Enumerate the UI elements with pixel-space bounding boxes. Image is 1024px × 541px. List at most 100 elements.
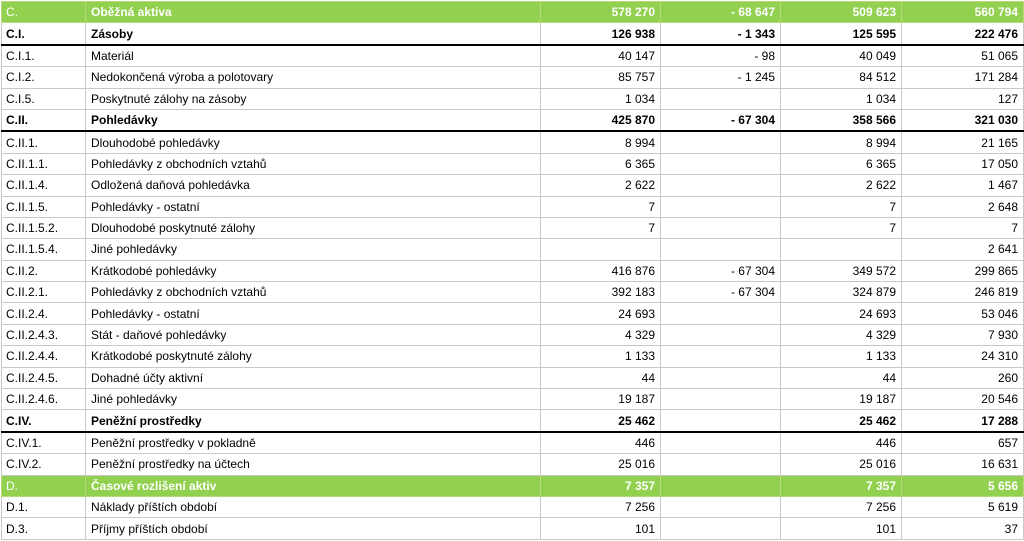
- table-row: C.II.2.4.4. Krátkodobé poskytnuté zálohy 1…: [1, 345, 1024, 368]
- table-row: C.II.2.4. Pohledávky - ostatní 24 693 24 69…: [1, 302, 1024, 325]
- value-cell-3: 446: [780, 431, 902, 455]
- value-cell-4: 171 284: [901, 66, 1024, 89]
- table-row: C.II.2.4.5. Dohadné účty aktivní 44 44 260: [1, 366, 1024, 390]
- value-cell-2: [660, 87, 781, 110]
- value-cell-2: [660, 345, 781, 368]
- value-cell-1: 416 876: [540, 259, 661, 283]
- value-cell-4: 1 467: [901, 174, 1024, 197]
- value-cell-1: 19 187: [540, 388, 661, 411]
- value-cell-1: 7: [540, 195, 661, 218]
- code-cell: C.II.1.: [1, 130, 86, 154]
- value-cell-3: 6 365: [780, 152, 902, 176]
- table-row: C.II.1.4. Odložená daňová pohledávka 2 622…: [1, 174, 1024, 197]
- value-cell-1: 425 870: [540, 108, 661, 133]
- name-cell: Pohledávky z obchodních vztahů: [85, 152, 541, 176]
- table-row: C.IV.1. Peněžní prostředky v pokladně 446 4…: [1, 431, 1024, 455]
- value-cell-4: 16 631: [901, 453, 1024, 476]
- table-row: C.II.1.5.2. Dlouhodobé poskytnuté zálohy 7…: [1, 216, 1024, 240]
- table-row: D.1. Náklady příštích období 7 256 7 256 5 6…: [1, 495, 1024, 519]
- value-cell-4: 20 546: [901, 388, 1024, 411]
- name-cell: Příjmy příštích období: [85, 517, 541, 540]
- value-cell-3: 349 572: [780, 259, 902, 283]
- value-cell-1: 85 757: [540, 66, 661, 89]
- name-cell: Krátkodobé pohledávky: [85, 259, 541, 283]
- name-cell: Pohledávky: [85, 108, 541, 133]
- code-cell: D.3.: [1, 517, 86, 540]
- value-cell-3: 4 329: [780, 323, 902, 347]
- value-cell-3: 19 187: [780, 388, 902, 411]
- value-cell-4: 5 619: [901, 495, 1024, 519]
- value-cell-1: 25 462: [540, 409, 661, 433]
- value-cell-2: [660, 366, 781, 390]
- value-cell-1: 6 365: [540, 152, 661, 176]
- value-cell-2: [660, 453, 781, 476]
- code-cell: C.II.2.: [1, 259, 86, 283]
- value-cell-2: - 67 304: [660, 108, 781, 133]
- name-cell: Zásoby: [85, 22, 541, 46]
- name-cell: Jiné pohledávky: [85, 238, 541, 261]
- table-row: C.II.2.1. Pohledávky z obchodních vztahů 3…: [1, 281, 1024, 304]
- value-cell-2: - 67 304: [660, 281, 781, 304]
- name-cell: Oběžná aktiva: [85, 0, 541, 24]
- value-cell-4: 7: [901, 216, 1024, 240]
- value-cell-4: 2 641: [901, 238, 1024, 261]
- table-row: C.II. Pohledávky 425 870- 67 304 358 566 321…: [1, 108, 1024, 133]
- table-row: C.II.2. Krátkodobé pohledávky 416 876- 67 …: [1, 259, 1024, 283]
- table-row: C.I.1. Materiál 40 147- 98 40 049 51 065: [1, 44, 1024, 68]
- table-row: C.II.2.4.3. Stát - daňové pohledávky 4 329…: [1, 323, 1024, 347]
- value-cell-3: 1 034: [780, 87, 902, 110]
- value-cell-2: - 67 304: [660, 259, 781, 283]
- value-cell-1: 101: [540, 517, 661, 540]
- table-row: C.II.1.5.4. Jiné pohledávky 2 641: [1, 238, 1024, 261]
- value-cell-4: 321 030: [901, 108, 1024, 133]
- value-cell-2: [660, 409, 781, 433]
- code-cell: C.II.2.4.3.: [1, 323, 86, 347]
- value-cell-2: - 1 245: [660, 66, 781, 89]
- value-cell-1: 1 034: [540, 87, 661, 110]
- value-cell-4: 37: [901, 517, 1024, 540]
- table-row: C.IV.2. Peněžní prostředky na účtech 25 01…: [1, 453, 1024, 476]
- value-cell-1: 7 357: [540, 474, 661, 497]
- name-cell: Peněžní prostředky: [85, 409, 541, 433]
- code-cell: C.II.1.4.: [1, 174, 86, 197]
- value-cell-4: 2 648: [901, 195, 1024, 218]
- value-cell-3: 509 623: [780, 0, 902, 24]
- code-cell: C.II.2.1.: [1, 281, 86, 304]
- value-cell-4: 7 930: [901, 323, 1024, 347]
- value-cell-3: [780, 238, 902, 261]
- value-cell-2: [660, 152, 781, 176]
- value-cell-3: 2 622: [780, 174, 902, 197]
- value-cell-2: - 68 647: [660, 0, 781, 24]
- name-cell: Odložená daňová pohledávka: [85, 174, 541, 197]
- value-cell-2: [660, 130, 781, 154]
- name-cell: Dlouhodobé poskytnuté zálohy: [85, 216, 541, 240]
- code-cell: C.II.2.4.4.: [1, 345, 86, 368]
- name-cell: Pohledávky - ostatní: [85, 195, 541, 218]
- name-cell: Dohadné účty aktivní: [85, 366, 541, 390]
- value-cell-1: 126 938: [540, 22, 661, 46]
- value-cell-3: 84 512: [780, 66, 902, 89]
- code-cell: C.II.1.5.: [1, 195, 86, 218]
- value-cell-1: [540, 238, 661, 261]
- value-cell-1: 1 133: [540, 345, 661, 368]
- code-cell: D.: [1, 474, 86, 497]
- table-row: C.IV. Peněžní prostředky 25 462 25 462 17 28…: [1, 409, 1024, 433]
- value-cell-4: 657: [901, 431, 1024, 455]
- value-cell-4: 51 065: [901, 44, 1024, 68]
- value-cell-4: 246 819: [901, 281, 1024, 304]
- value-cell-1: 2 622: [540, 174, 661, 197]
- value-cell-3: 8 994: [780, 130, 902, 154]
- name-cell: Časové rozlišení aktiv: [85, 474, 541, 497]
- value-cell-2: [660, 517, 781, 540]
- code-cell: C.IV.1.: [1, 431, 86, 455]
- value-cell-3: 101: [780, 517, 902, 540]
- table-row: C.II.2.4.6. Jiné pohledávky 19 187 19 187 20…: [1, 388, 1024, 411]
- value-cell-3: 7 357: [780, 474, 902, 497]
- value-cell-3: 7 256: [780, 495, 902, 519]
- value-cell-2: [660, 323, 781, 347]
- value-cell-4: 5 656: [901, 474, 1024, 497]
- name-cell: Pohledávky z obchodních vztahů: [85, 281, 541, 304]
- value-cell-3: 324 879: [780, 281, 902, 304]
